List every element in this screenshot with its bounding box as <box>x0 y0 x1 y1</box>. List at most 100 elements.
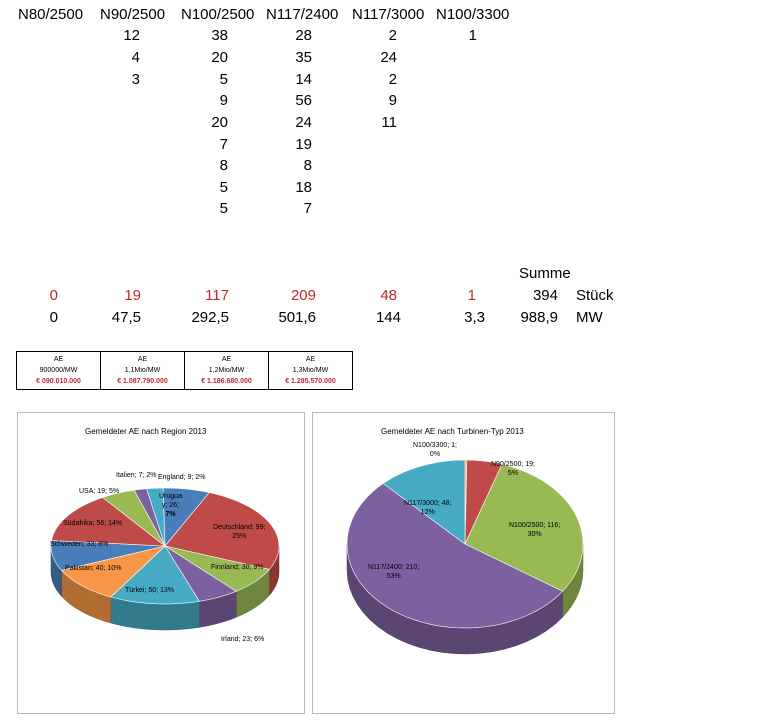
slice-label: N117/3000; 48; 12% <box>404 500 452 516</box>
column-header: N117/2400 <box>266 6 339 23</box>
ae-rate: 900000/MW <box>39 367 78 374</box>
table-cell: 35 <box>295 49 312 66</box>
slice-label: Italien; 7; 2% <box>116 472 157 479</box>
pie-slice <box>164 545 237 602</box>
chart-panel-region: Gemeldeter AE nach Region 2013 Urugua y;… <box>17 412 305 714</box>
ae-box: AE 1,1Mio/MW € 1.087.790.000 <box>100 351 185 390</box>
pie-slice <box>110 545 200 605</box>
mw-unit: MW <box>576 309 603 326</box>
slice-label: Finnland; 30; 9% <box>211 564 264 571</box>
pie-slice <box>382 459 466 545</box>
table-cell: 2 <box>388 71 397 88</box>
mw-cell: 0 <box>49 309 58 326</box>
count-cell: 48 <box>380 287 397 304</box>
count-unit: Stück <box>576 287 614 304</box>
slice-label: N100/2500; 116; 30% <box>509 522 561 538</box>
column-header: N100/3300 <box>436 6 510 23</box>
pie-slice <box>464 463 584 592</box>
ae-box: AE 1,3Mio/MW € 1.285.570.000 <box>268 351 353 390</box>
pie-slice <box>102 489 166 547</box>
ae-price-table: AE 900000/MW € 090.010.000 AE 1,1Mio/MW … <box>16 351 353 390</box>
table-cell: 18 <box>295 179 312 196</box>
ae-rate: 1,1Mio/MW <box>124 367 161 374</box>
slice-label: Urugua y; 26; 7% <box>159 493 182 518</box>
slice-label: Schweden; 33; 8% <box>50 541 109 548</box>
table-cell: 8 <box>303 157 312 174</box>
ae-title: AE <box>221 356 232 363</box>
slice-label: Deutschland; 99; 25% <box>213 524 266 540</box>
mw-cell: 292,5 <box>191 309 229 326</box>
ae-title: AE <box>305 356 316 363</box>
pie-slice <box>60 545 167 598</box>
chart-title: Gemeldeter AE nach Region 2013 <box>85 427 207 436</box>
total-mw: 988,9 <box>520 309 558 326</box>
pie-slice <box>50 540 166 571</box>
table-cell: 8 <box>219 157 228 174</box>
pie-slice <box>164 545 270 592</box>
total-count: 394 <box>532 287 558 304</box>
pie-slice <box>164 492 280 570</box>
column-header: N80/2500 <box>18 6 84 23</box>
pie-slice <box>464 459 503 545</box>
slice-label: England; 9; 2% <box>158 474 206 481</box>
table-cell: 4 <box>131 49 140 66</box>
ae-title: AE <box>137 356 148 363</box>
ae-rate: 1,2Mio/MW <box>208 367 245 374</box>
column-header: N117/3000 <box>352 6 425 23</box>
table-cell: 3 <box>131 71 140 88</box>
table-cell: 9 <box>388 92 397 109</box>
table-cell: 24 <box>380 49 397 66</box>
count-cell: 117 <box>205 287 229 304</box>
pie-chart-region <box>50 487 280 631</box>
table-cell: 38 <box>211 27 228 44</box>
chart-panel-turbine: Gemeldeter AE nach Turbinen-Typ 2013 N10… <box>312 412 615 714</box>
count-cell: 209 <box>290 287 316 304</box>
slice-label: Südafrika; 56; 14% <box>63 520 123 527</box>
table-cell: 12 <box>123 27 140 44</box>
table-cell: 24 <box>295 114 312 131</box>
pie-slice <box>51 497 166 547</box>
pie-slice <box>146 487 166 547</box>
slice-label: N90/2500; 19; 5% <box>491 461 535 477</box>
table-cell: 9 <box>219 92 228 109</box>
table-cell: 56 <box>295 92 312 109</box>
ae-price: € 1.186.680.000 <box>201 378 252 385</box>
slice-label: N100/3300; 1; 0% <box>413 442 457 458</box>
pie-chart-turbine <box>346 459 584 655</box>
chart-title: Gemeldeter AE nach Turbinen-Typ 2013 <box>381 427 524 436</box>
slice-label: USA; 19; 5% <box>79 488 120 495</box>
mw-cell: 47,5 <box>111 309 141 326</box>
pie-slice <box>162 487 210 547</box>
table-cell: 5 <box>219 179 228 196</box>
slice-label: Pakistan; 40; 10% <box>65 565 122 572</box>
ae-price: € 1.285.570.000 <box>285 378 336 385</box>
count-cell: 1 <box>467 287 476 304</box>
mw-cell: 144 <box>375 309 401 326</box>
ae-rate: 1,3Mio/MW <box>292 367 329 374</box>
mw-cell: 3,3 <box>464 309 485 326</box>
pie-slice <box>346 483 564 629</box>
mw-cell: 501,6 <box>278 309 316 326</box>
ae-box: AE 1,2Mio/MW € 1.186.680.000 <box>184 351 269 390</box>
table-cell: 5 <box>219 200 228 217</box>
ae-box: AE 900000/MW € 090.010.000 <box>16 351 101 390</box>
summe-label: Summe <box>519 265 571 282</box>
table-cell: 2 <box>388 27 397 44</box>
count-cell: 0 <box>49 287 58 304</box>
table-cell: 28 <box>295 27 312 44</box>
table-cell: 7 <box>219 136 228 153</box>
table-cell: 14 <box>295 71 312 88</box>
table-cell: 1 <box>468 27 477 44</box>
column-header: N100/2500 <box>181 6 255 23</box>
slice-label: Türkei; 50; 13% <box>125 587 175 594</box>
table-cell: 19 <box>295 136 312 153</box>
slice-label: N117/2400; 210; 53% <box>368 564 420 580</box>
ae-price: € 1.087.790.000 <box>117 378 168 385</box>
count-cell: 19 <box>124 287 141 304</box>
table-cell: 20 <box>211 114 228 131</box>
column-header: N90/2500 <box>100 6 166 23</box>
table-cell: 5 <box>219 71 228 88</box>
table-cell: 7 <box>303 200 312 217</box>
ae-title: AE <box>53 356 64 363</box>
table-cell: 11 <box>381 114 397 131</box>
